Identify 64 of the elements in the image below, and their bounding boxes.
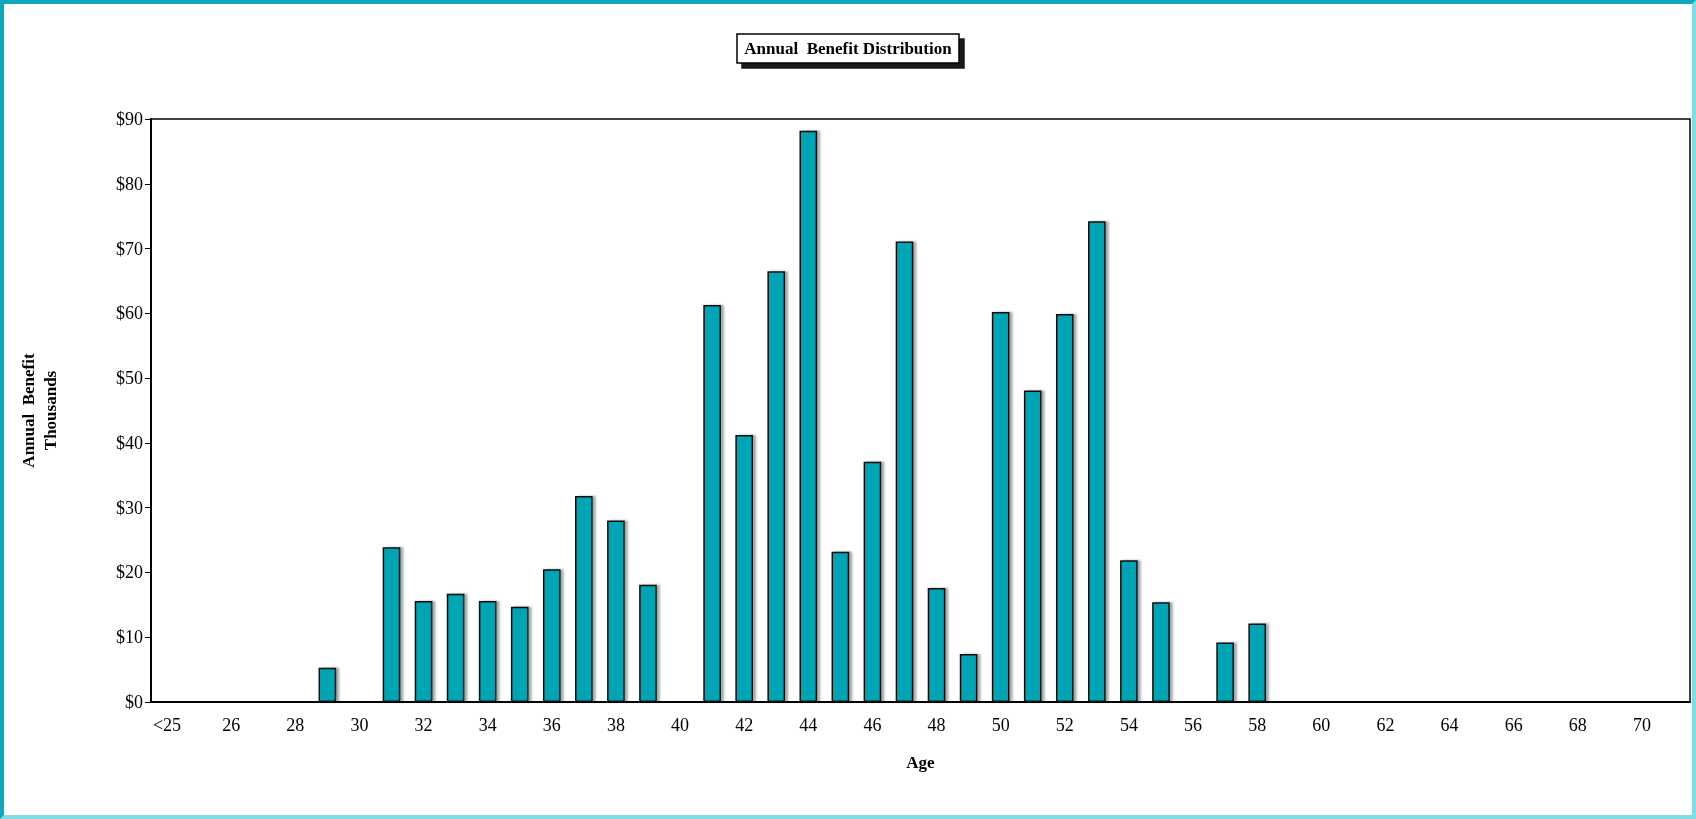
bar <box>703 304 721 702</box>
bar <box>927 587 946 702</box>
y-tick-label: $0 <box>125 692 143 712</box>
bar <box>1023 390 1042 702</box>
x-tick-label: 66 <box>1504 715 1523 735</box>
y-tick-label: $80 <box>116 173 143 194</box>
bar <box>1055 313 1074 702</box>
x-tick-label: 56 <box>1184 715 1203 735</box>
x-tick-label: 28 <box>286 715 305 735</box>
bar <box>607 520 625 702</box>
y-tick-label: $30 <box>116 497 143 518</box>
y-tick-label: $70 <box>116 238 143 259</box>
x-tick-label: 30 <box>350 715 369 735</box>
bar <box>799 130 818 702</box>
x-tick-label: 62 <box>1376 715 1395 735</box>
x-tick-label: 64 <box>1440 715 1459 735</box>
x-axis-title: Age <box>906 753 936 772</box>
y-tick-label: $10 <box>116 627 143 648</box>
bar <box>639 584 657 702</box>
x-tick-label: 38 <box>606 715 625 735</box>
x-tick-label: 44 <box>799 715 818 735</box>
bar <box>542 569 561 702</box>
x-tick-label: 26 <box>222 715 241 735</box>
x-tick-label: 60 <box>1312 715 1331 735</box>
bar <box>318 667 337 702</box>
bar <box>478 600 497 702</box>
x-tick-label: 42 <box>735 715 754 735</box>
bar <box>959 654 978 702</box>
bar <box>863 461 882 702</box>
bar <box>1248 623 1266 702</box>
x-tick-label: 58 <box>1248 715 1267 735</box>
y-tick-label: $50 <box>116 368 143 389</box>
x-tick-label: 36 <box>542 715 561 735</box>
chart-title: Annual Benefit Distribution <box>744 39 953 58</box>
y-axis-title: Annual Benefit Thousands <box>18 353 60 468</box>
x-tick-label: 32 <box>414 715 433 735</box>
bar <box>735 435 753 702</box>
x-tick-label: 48 <box>927 715 946 735</box>
bar <box>895 241 914 702</box>
bar <box>1152 602 1170 702</box>
x-tick-label: 46 <box>863 715 882 735</box>
x-tick-label: 52 <box>1055 715 1074 735</box>
y-tick-label: $40 <box>116 432 143 453</box>
bar <box>1216 642 1234 702</box>
y-tick-label: $20 <box>116 562 143 583</box>
x-tick-label: 40 <box>671 715 690 735</box>
bar <box>831 551 850 702</box>
x-tick-label: 70 <box>1632 715 1651 735</box>
bar <box>1120 560 1138 702</box>
x-tick-label: 54 <box>1119 715 1138 735</box>
x-tick-label: 50 <box>991 715 1010 735</box>
bar <box>446 593 465 702</box>
x-tick-label: 68 <box>1568 715 1587 735</box>
bar <box>1088 221 1106 702</box>
bar <box>510 606 529 702</box>
y-tick-label: $60 <box>116 303 143 324</box>
bar <box>414 600 433 702</box>
bar <box>575 496 593 702</box>
bar <box>382 547 401 702</box>
x-tick-label: <25 <box>152 715 182 735</box>
y-tick-label: $90 <box>116 109 143 129</box>
bar <box>991 312 1010 702</box>
bar <box>767 271 786 702</box>
x-tick-label: 34 <box>478 715 497 735</box>
